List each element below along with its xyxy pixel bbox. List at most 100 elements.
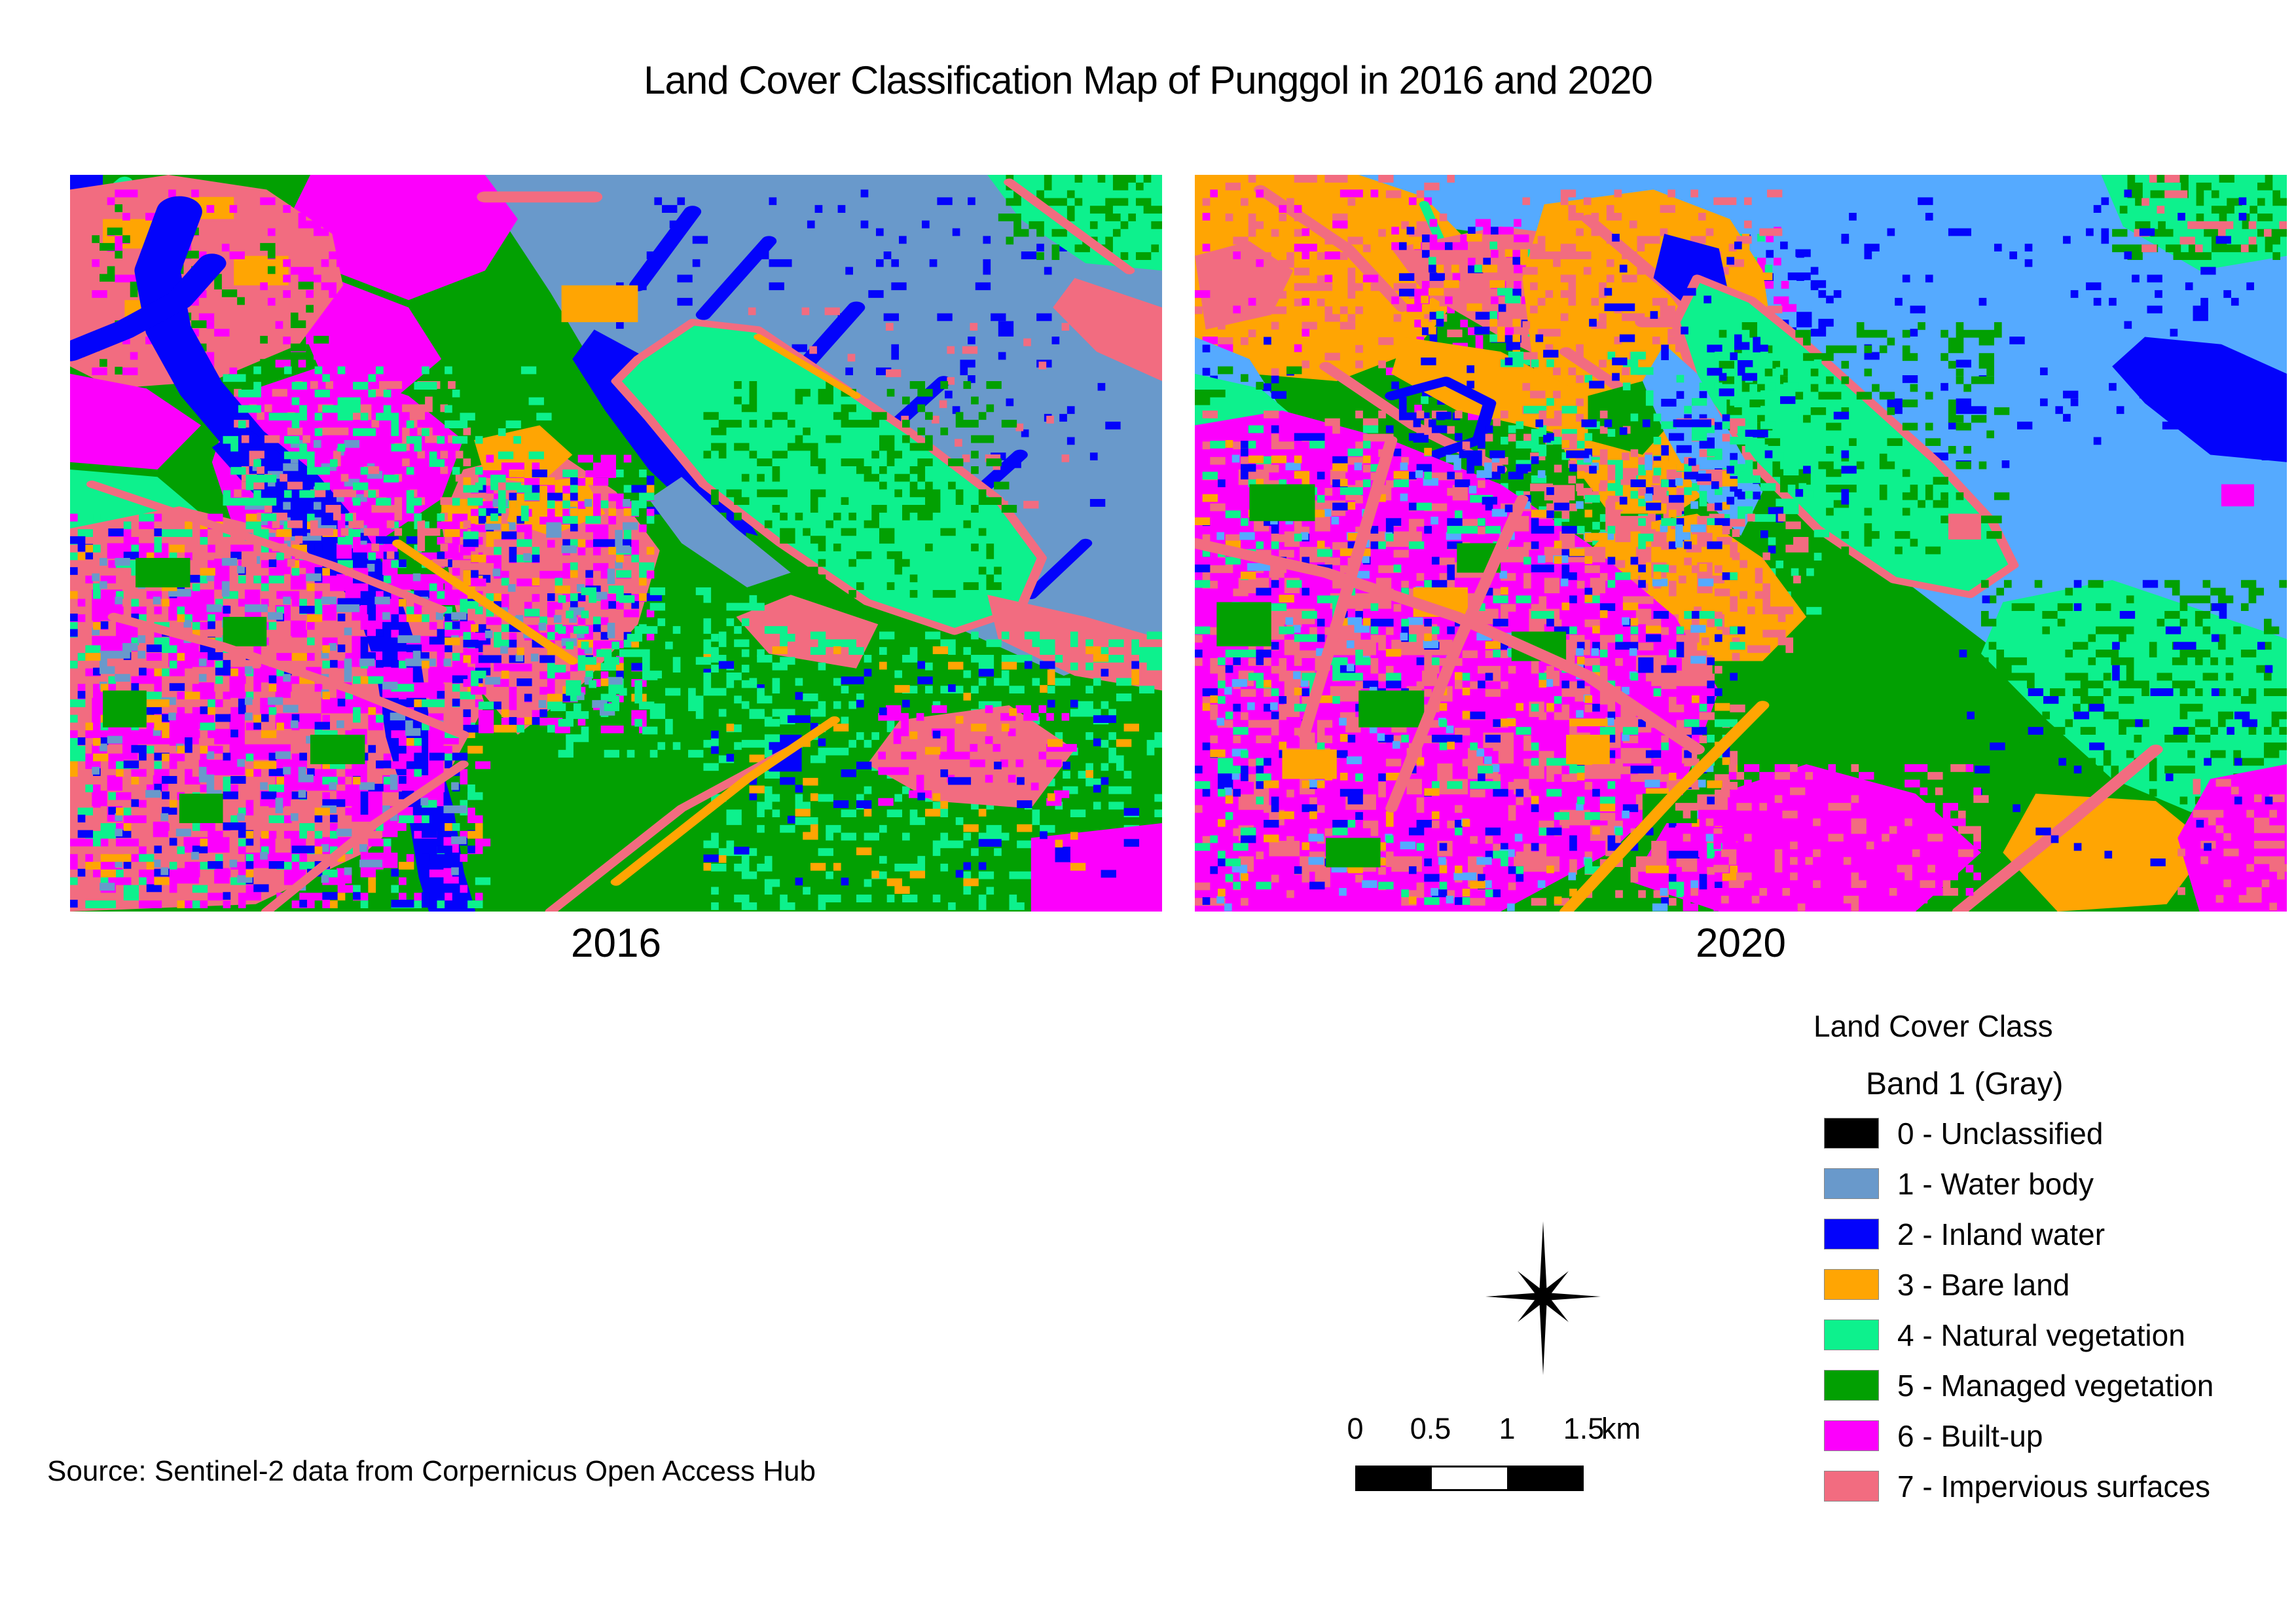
- scalebar: 0 0.5 1 1.5 km: [1341, 1407, 1668, 1498]
- map-noise-built_up: [463, 454, 655, 733]
- legend-label: 6 - Built-up: [1897, 1418, 2043, 1453]
- legend-row: 2 - Inland water: [1824, 1217, 2214, 1251]
- legend-subtitle: Band 1 (Gray): [1866, 1067, 2064, 1101]
- scalebar-segment: [1357, 1467, 1432, 1489]
- map-noise-impervious: [1609, 513, 1809, 661]
- map-panel-2016: 2016: [70, 175, 1162, 966]
- map-noise-water_body: [92, 558, 467, 891]
- map-year-label-2020: 2020: [1696, 921, 1786, 966]
- map-region-managed_vegetation: [179, 794, 223, 823]
- land-cover-map-2016: [70, 175, 1162, 912]
- map-region-bare_land: [1566, 735, 1610, 764]
- map-line-inland_water: [1024, 538, 1093, 599]
- legend-title: Land Cover Class: [1813, 1009, 2053, 1043]
- legend-swatch: [1824, 1420, 1879, 1451]
- scalebar-tick-label: 0.5: [1410, 1412, 1451, 1445]
- land-cover-map-2020: [1195, 175, 2287, 912]
- scalebar-tick-label: 0: [1347, 1412, 1364, 1445]
- scalebar-unit-label: km: [1601, 1412, 1641, 1445]
- legend-swatch: [1824, 1269, 1879, 1300]
- map-noise-water_body: [244, 440, 383, 572]
- legend-row: 7 - Impervious surfaces: [1824, 1469, 2214, 1504]
- legend-rows: 0 - Unclassified 1 - Water body 2 - Inland…: [1824, 1116, 2214, 1504]
- map-region-built_up: [70, 373, 202, 470]
- compass-star-shape: [1485, 1221, 1601, 1375]
- map-region-built_up: [1030, 823, 1162, 912]
- map-noise-water_body: [484, 499, 638, 716]
- map-noise-impervious: [1195, 175, 1470, 377]
- legend-label: 1 - Water body: [1897, 1166, 2094, 1201]
- map-region-managed_vegetation: [1326, 838, 1381, 868]
- map-noise-managed_vegetation: [2112, 175, 2287, 260]
- map-region-built_up: [2221, 484, 2254, 507]
- map-noise-impervious: [1675, 764, 1989, 912]
- map-region-bare_land: [561, 285, 638, 322]
- map-noise-inland_water: [1195, 425, 1745, 905]
- legend-label: 2 - Inland water: [1897, 1217, 2105, 1251]
- map-line-bare_land: [392, 539, 578, 665]
- legend-swatch: [1824, 1471, 1879, 1502]
- legend-row: 5 - Managed vegetation: [1824, 1369, 2214, 1403]
- map-region-impervious: [1948, 513, 1981, 540]
- map-line-impervious: [1952, 745, 2163, 912]
- map-noise-impervious: [2178, 779, 2287, 911]
- map-noise-managed_vegetation: [1980, 580, 2287, 828]
- legend-swatch: [1824, 1370, 1879, 1401]
- map-line-impervious: [1004, 178, 1135, 274]
- legend-row: 6 - Built-up: [1824, 1418, 2214, 1453]
- map-line-impervious: [1195, 538, 1705, 755]
- map-noise-managed_vegetation: [1719, 322, 2010, 555]
- map-noise-built_up: [92, 543, 475, 884]
- legend-swatch: [1824, 1168, 1879, 1199]
- source-note: Source: Sentinel-2 data from Corpernicus…: [47, 1455, 816, 1487]
- map-noise-natural_vegetation: [223, 366, 552, 521]
- map-panel-2020: 2020: [1195, 175, 2287, 966]
- map-line-impervious: [107, 612, 469, 739]
- map-region-managed_vegetation: [136, 558, 191, 587]
- legend-label: 3 - Bare land: [1897, 1267, 2070, 1302]
- legend: Land Cover Class Band 1 (Gray) 0 - Uncla…: [1813, 1008, 2214, 1521]
- map-line-bare_land: [1559, 701, 1770, 912]
- map-line-bare_land: [610, 716, 840, 886]
- map-noise-built_up: [878, 705, 1077, 806]
- legend-row: 1 - Water body: [1824, 1166, 2214, 1201]
- map-line-inland_water: [70, 253, 227, 361]
- map-noise-impervious: [1522, 189, 1783, 507]
- legend-label: 4 - Natural vegetation: [1897, 1318, 2185, 1352]
- legend-row: 3 - Bare land: [1824, 1267, 2214, 1302]
- north-arrow-icon: [1485, 1221, 1601, 1375]
- legend-swatch: [1824, 1118, 1879, 1149]
- map-line-impervious: [86, 480, 447, 614]
- map-noise-managed_vegetation: [998, 175, 1162, 260]
- map-region-bare_land: [1282, 749, 1337, 779]
- scalebar-tick-label: 1.5: [1563, 1412, 1605, 1445]
- map-region-impervious: [1053, 278, 1162, 381]
- map-line-impervious: [1298, 435, 1398, 739]
- scalebar-segment: [1506, 1467, 1582, 1489]
- map-line-impervious: [261, 760, 469, 912]
- page-title: Land Cover Classification Map of Punggol…: [644, 58, 1653, 102]
- legend-label: 0 - Unclassified: [1897, 1116, 2104, 1151]
- map-line-impervious: [1385, 494, 1529, 813]
- map-region-managed_vegetation: [1216, 602, 1271, 646]
- legend-row: 4 - Natural vegetation: [1824, 1318, 2214, 1352]
- map-noise-impervious: [2134, 175, 2287, 253]
- map-region-managed_vegetation: [1358, 690, 1425, 728]
- map-noise-natural_vegetation: [703, 631, 1162, 910]
- map-year-label-2016: 2016: [571, 921, 661, 966]
- map-line-inland_water: [629, 206, 702, 291]
- map-region-managed_vegetation: [310, 735, 365, 764]
- map-region-managed_vegetation: [103, 690, 147, 728]
- map-region-managed_vegetation: [1249, 484, 1315, 521]
- map-region-built_up: [288, 175, 518, 301]
- map-noise-managed_vegetation: [703, 381, 1017, 598]
- map-noise-natural_vegetation: [463, 470, 663, 733]
- map-noise-inland_water: [70, 528, 491, 908]
- scalebar-tick-label: 1: [1499, 1412, 1516, 1445]
- map-region-impervious: [736, 595, 879, 669]
- map-noise-bare_land: [463, 470, 655, 733]
- map-region-bare_land: [474, 425, 573, 485]
- map-line-inland_water: [695, 236, 777, 320]
- map-region-natural_vegetation: [1980, 580, 2287, 838]
